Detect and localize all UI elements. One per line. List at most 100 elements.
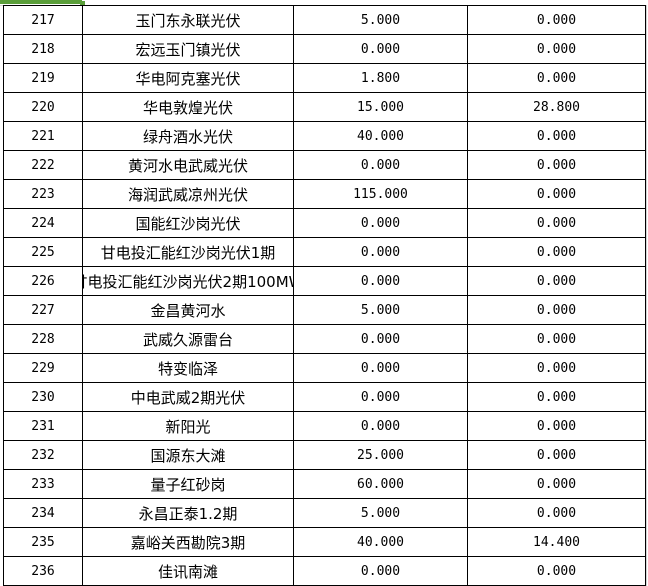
- row-number-cell[interactable]: 226: [3, 266, 83, 296]
- value-1-cell[interactable]: 0.000: [293, 411, 468, 441]
- station-name-cell[interactable]: 特变临泽: [82, 353, 294, 383]
- cell-wrapper: 永昌正泰1.2期: [84, 503, 293, 524]
- value-2-cell[interactable]: 0.000: [467, 150, 646, 180]
- cell-wrapper: 0.000: [469, 129, 645, 144]
- row-number-cell[interactable]: 236: [3, 556, 83, 586]
- station-name-cell[interactable]: 国能红沙岗光伏: [82, 208, 294, 238]
- cell-text: 222: [31, 157, 55, 173]
- station-name-cell[interactable]: 华电敦煌光伏: [82, 92, 294, 122]
- value-2-cell[interactable]: 0.000: [467, 237, 646, 267]
- value-1-cell[interactable]: 115.000: [293, 179, 468, 209]
- row-number-cell[interactable]: 223: [3, 179, 83, 209]
- value-1-cell[interactable]: 0.000: [293, 237, 468, 267]
- station-name-cell[interactable]: 甘电投汇能红沙岗光伏2期100MW: [82, 266, 294, 296]
- value-1-cell[interactable]: 5.000: [293, 5, 468, 35]
- value-1-cell[interactable]: 5.000: [293, 498, 468, 528]
- row-number-cell[interactable]: 235: [3, 527, 83, 557]
- row-number-cell[interactable]: 228: [3, 324, 83, 354]
- value-2-cell[interactable]: 0.000: [467, 63, 646, 93]
- value-1-cell[interactable]: 5.000: [293, 295, 468, 325]
- station-name-cell[interactable]: 金昌黄河水: [82, 295, 294, 325]
- cell-text: 华电阿克塞光伏: [135, 69, 241, 88]
- row-number-cell[interactable]: 224: [3, 208, 83, 238]
- row-number-cell[interactable]: 217: [3, 5, 83, 35]
- station-name-cell[interactable]: 新阳光: [82, 411, 294, 441]
- cell-text: 国能红沙岗光伏: [135, 214, 241, 233]
- value-2-cell[interactable]: 0.000: [467, 121, 646, 151]
- value-2-cell[interactable]: 0.000: [467, 353, 646, 383]
- row-number-cell[interactable]: 234: [3, 498, 83, 528]
- station-name-cell[interactable]: 嘉峪关西勘院3期: [82, 527, 294, 557]
- cell-wrapper: 5.000: [295, 506, 467, 521]
- value-1-cell[interactable]: 0.000: [293, 150, 468, 180]
- cell-wrapper: 华电敦煌光伏: [84, 97, 293, 118]
- station-name-cell[interactable]: 绿舟酒水光伏: [82, 121, 294, 151]
- cell-wrapper: 0.000: [295, 216, 467, 231]
- value-2-cell[interactable]: 0.000: [467, 382, 646, 412]
- row-number-cell[interactable]: 227: [3, 295, 83, 325]
- value-2-cell[interactable]: 0.000: [467, 5, 646, 35]
- value-1-cell[interactable]: 15.000: [293, 92, 468, 122]
- station-name-cell[interactable]: 中电武威2期光伏: [82, 382, 294, 412]
- cell-wrapper: 0.000: [295, 564, 467, 579]
- value-1-cell[interactable]: 0.000: [293, 266, 468, 296]
- cell-text: 0.000: [536, 331, 577, 347]
- station-name-cell[interactable]: 量子红砂岗: [82, 469, 294, 499]
- row-number-cell[interactable]: 231: [3, 411, 83, 441]
- cell-text: 永昌正泰1.2期: [138, 504, 238, 523]
- value-1-cell[interactable]: 0.000: [293, 34, 468, 64]
- cell-text: 绿舟酒水光伏: [142, 127, 233, 146]
- row-number-cell[interactable]: 220: [3, 92, 83, 122]
- row-number-cell[interactable]: 232: [3, 440, 83, 470]
- value-1-cell[interactable]: 0.000: [293, 353, 468, 383]
- value-1-cell[interactable]: 40.000: [293, 527, 468, 557]
- value-1-cell[interactable]: 0.000: [293, 556, 468, 586]
- station-name-cell[interactable]: 玉门东永联光伏: [82, 5, 294, 35]
- value-2-cell[interactable]: 0.000: [467, 208, 646, 238]
- value-1-cell[interactable]: 0.000: [293, 324, 468, 354]
- value-2-cell[interactable]: 0.000: [467, 324, 646, 354]
- row-number-cell[interactable]: 222: [3, 150, 83, 180]
- value-1-cell[interactable]: 0.000: [293, 382, 468, 412]
- station-name-cell[interactable]: 武威久源雷台: [82, 324, 294, 354]
- value-1-cell[interactable]: 1.800: [293, 63, 468, 93]
- row-number-cell[interactable]: 221: [3, 121, 83, 151]
- station-name-cell[interactable]: 甘电投汇能红沙岗光伏1期: [82, 237, 294, 267]
- cell-wrapper: 0.000: [469, 274, 645, 289]
- value-2-cell[interactable]: 0.000: [467, 179, 646, 209]
- cell-wrapper: 227: [5, 303, 82, 318]
- cell-wrapper: 0.000: [295, 158, 467, 173]
- value-2-cell[interactable]: 0.000: [467, 266, 646, 296]
- station-name-cell[interactable]: 黄河水电武威光伏: [82, 150, 294, 180]
- value-2-cell[interactable]: 0.000: [467, 469, 646, 499]
- row-number-cell[interactable]: 229: [3, 353, 83, 383]
- row-number-cell[interactable]: 218: [3, 34, 83, 64]
- station-name-cell[interactable]: 国源东大滩: [82, 440, 294, 470]
- value-2-cell[interactable]: 0.000: [467, 295, 646, 325]
- value-2-cell[interactable]: 0.000: [467, 34, 646, 64]
- value-2-cell[interactable]: 0.000: [467, 498, 646, 528]
- table-row: 236 佳讯南滩 0.000 0.000: [3, 556, 646, 586]
- cell-text: 219: [31, 70, 55, 86]
- cell-wrapper: 国源东大滩: [84, 445, 293, 466]
- value-1-cell[interactable]: 60.000: [293, 469, 468, 499]
- station-name-cell[interactable]: 华电阿克塞光伏: [82, 63, 294, 93]
- selected-column-indicator: [0, 0, 85, 6]
- station-name-cell[interactable]: 佳讯南滩: [82, 556, 294, 586]
- value-2-cell[interactable]: 0.000: [467, 440, 646, 470]
- row-number-cell[interactable]: 225: [3, 237, 83, 267]
- value-1-cell[interactable]: 0.000: [293, 208, 468, 238]
- row-number-cell[interactable]: 219: [3, 63, 83, 93]
- value-1-cell[interactable]: 40.000: [293, 121, 468, 151]
- row-number-cell[interactable]: 230: [3, 382, 83, 412]
- value-2-cell[interactable]: 0.000: [467, 411, 646, 441]
- value-2-cell[interactable]: 28.800: [467, 92, 646, 122]
- station-name-cell[interactable]: 宏远玉门镇光伏: [82, 34, 294, 64]
- station-name-cell[interactable]: 永昌正泰1.2期: [82, 498, 294, 528]
- value-2-cell[interactable]: 0.000: [467, 556, 646, 586]
- value-2-cell[interactable]: 14.400: [467, 527, 646, 557]
- cell-text: 234: [31, 505, 55, 521]
- station-name-cell[interactable]: 海润武威凉州光伏: [82, 179, 294, 209]
- row-number-cell[interactable]: 233: [3, 469, 83, 499]
- value-1-cell[interactable]: 25.000: [293, 440, 468, 470]
